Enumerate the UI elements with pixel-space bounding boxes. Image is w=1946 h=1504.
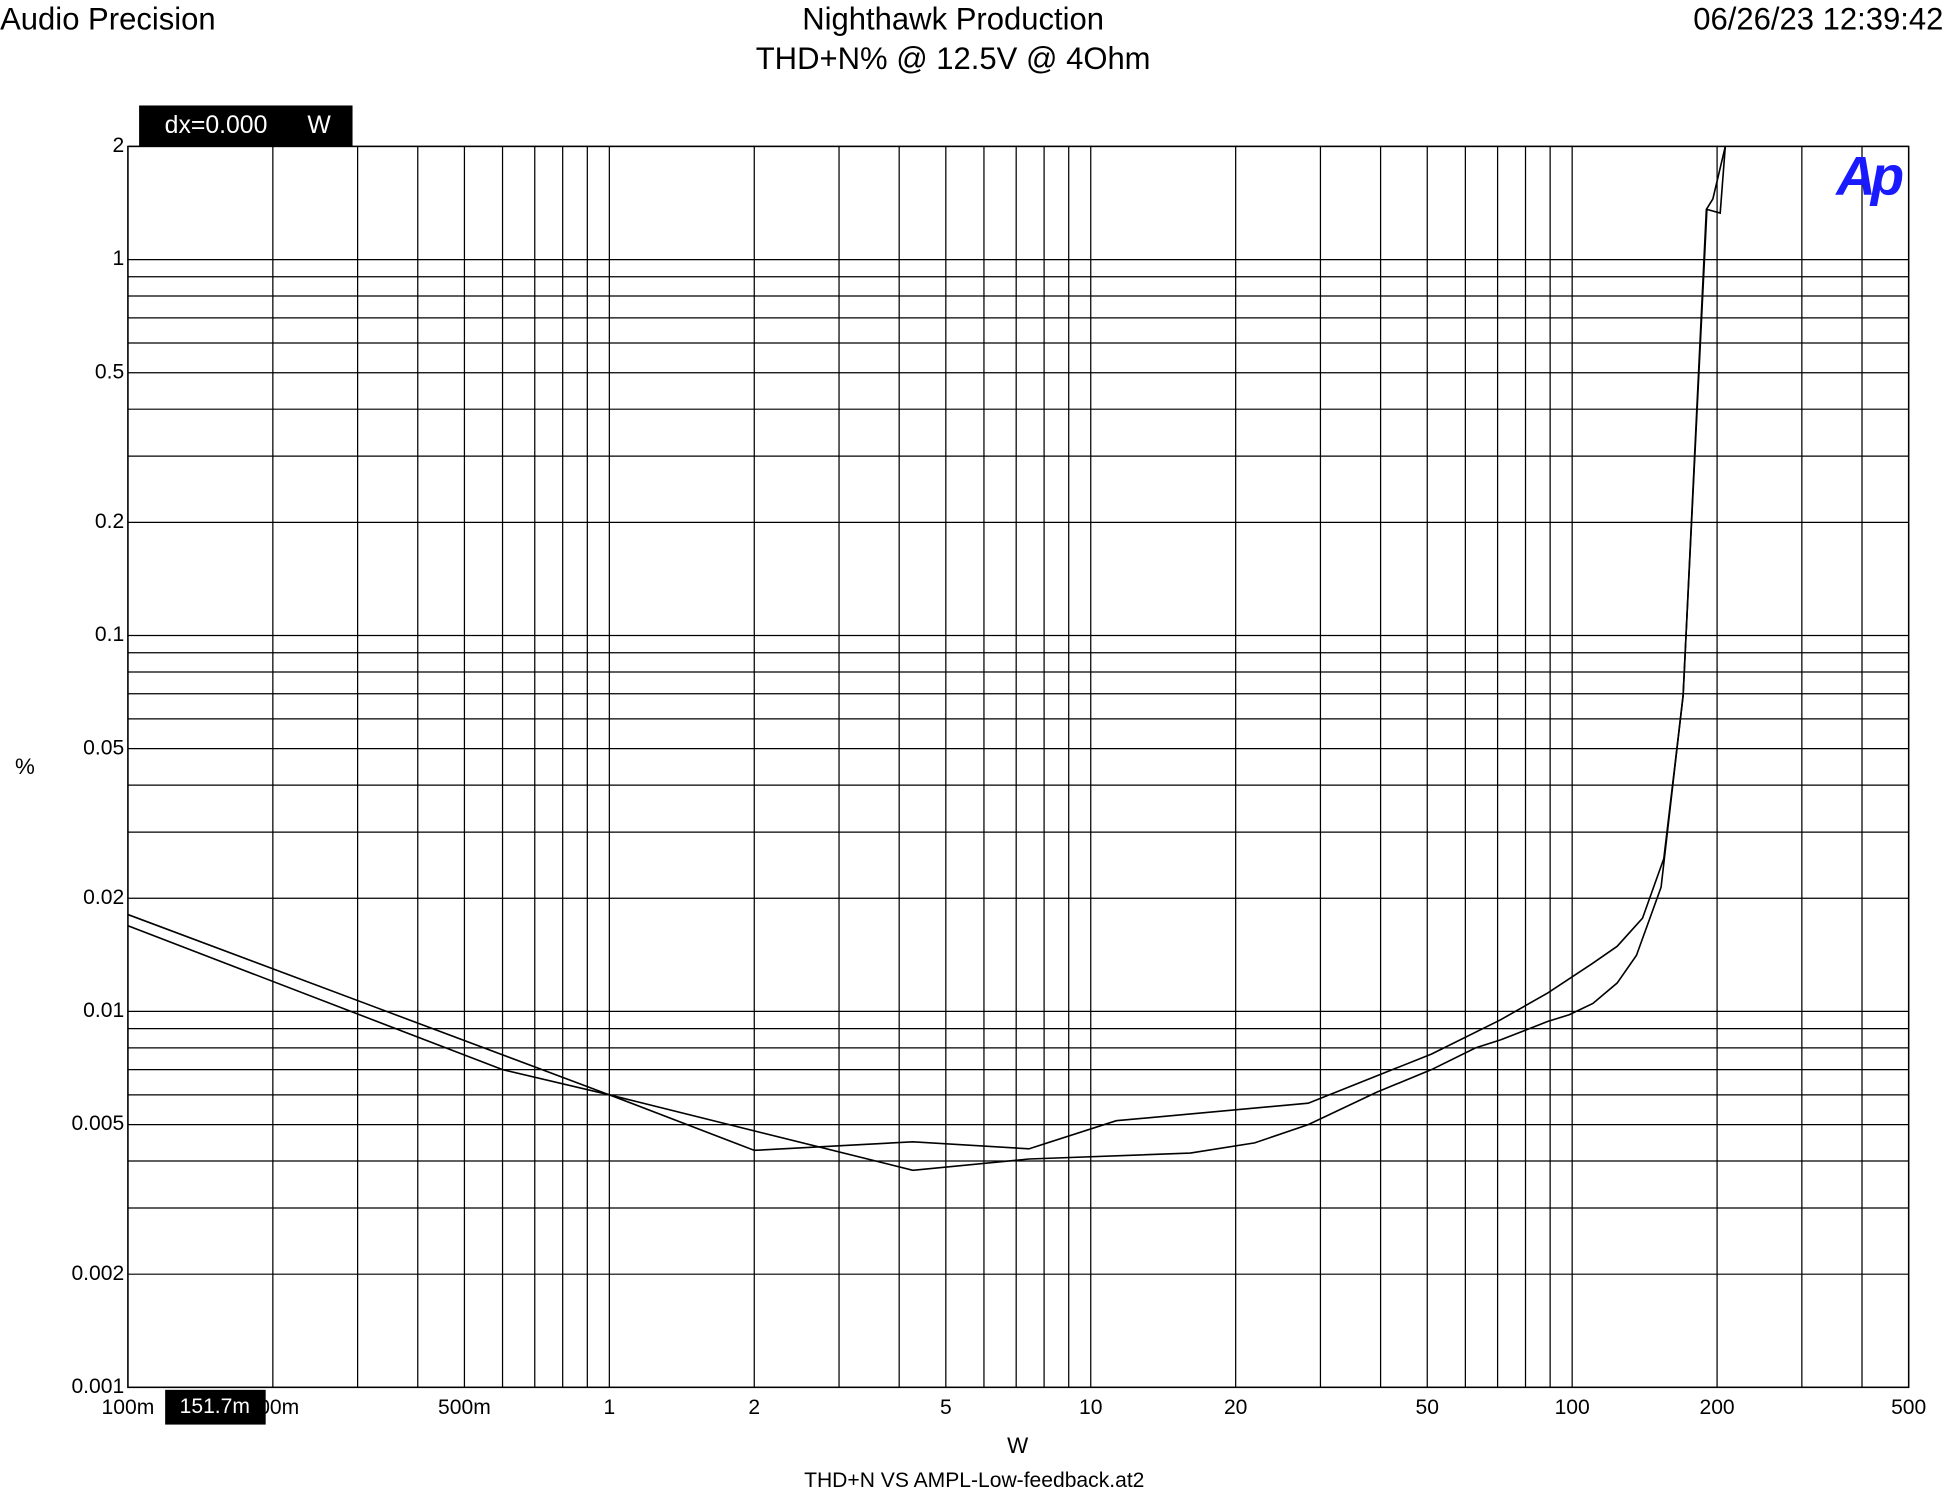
y-tick-label: 0.5 (95, 360, 124, 383)
x-tick-label: 2 (748, 1396, 760, 1419)
y-tick-label: 0.005 (71, 1112, 124, 1135)
y-tick-label: 0.02 (83, 886, 124, 909)
y-axis-label: % (15, 754, 35, 779)
x-tick-label: 100m (102, 1396, 155, 1419)
y-tick-label: 0.1 (95, 623, 124, 646)
cursor-readout: 151.7m (180, 1395, 250, 1418)
series-line (127, 146, 1727, 1152)
y-tick-label: 0.002 (71, 1262, 124, 1285)
x-tick-label: 500 (1891, 1396, 1926, 1419)
chart-title: Nighthawk Production (802, 1, 1104, 36)
footer: THD+N VS AMPL-Low-feedback.at2 (804, 1469, 1144, 1492)
x-tick-label: 5 (940, 1396, 952, 1419)
brand: Audio Precision (0, 1, 216, 36)
y-tick-label: 0.2 (95, 510, 124, 533)
y-tick-label: 0.05 (83, 736, 124, 759)
x-axis-label: W (1007, 1433, 1028, 1458)
x-tick-label: 10 (1079, 1396, 1102, 1419)
cursor-label: dx=0.000 (165, 112, 268, 139)
chart-subtitle: THD+N% @ 12.5V @ 4Ohm (756, 41, 1151, 76)
x-tick-label: 500m (438, 1396, 491, 1419)
y-tick-label: 0.01 (83, 999, 124, 1022)
series-line (127, 146, 1727, 1172)
x-tick-label: 100 (1555, 1396, 1590, 1419)
logo: Ap (1834, 145, 1902, 206)
x-tick-label: 200 (1699, 1396, 1734, 1419)
cursor-box (139, 105, 353, 147)
x-tick-label: 20 (1224, 1396, 1247, 1419)
cursor-readout-box (165, 1389, 266, 1425)
y-tick-label: 1 (112, 247, 124, 270)
cursor-unit: W (307, 112, 331, 139)
y-tick-label: 2 (112, 134, 124, 157)
x-tick-label: 1 (603, 1396, 615, 1419)
x-tick-label: 50 (1416, 1396, 1439, 1419)
plot-frame (127, 145, 1910, 1389)
y-tick-label: 0.001 (71, 1375, 124, 1398)
timestamp: 06/26/23 12:39:42 (1693, 1, 1943, 36)
